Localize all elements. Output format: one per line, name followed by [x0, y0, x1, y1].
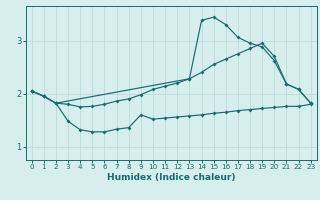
X-axis label: Humidex (Indice chaleur): Humidex (Indice chaleur)	[107, 173, 236, 182]
